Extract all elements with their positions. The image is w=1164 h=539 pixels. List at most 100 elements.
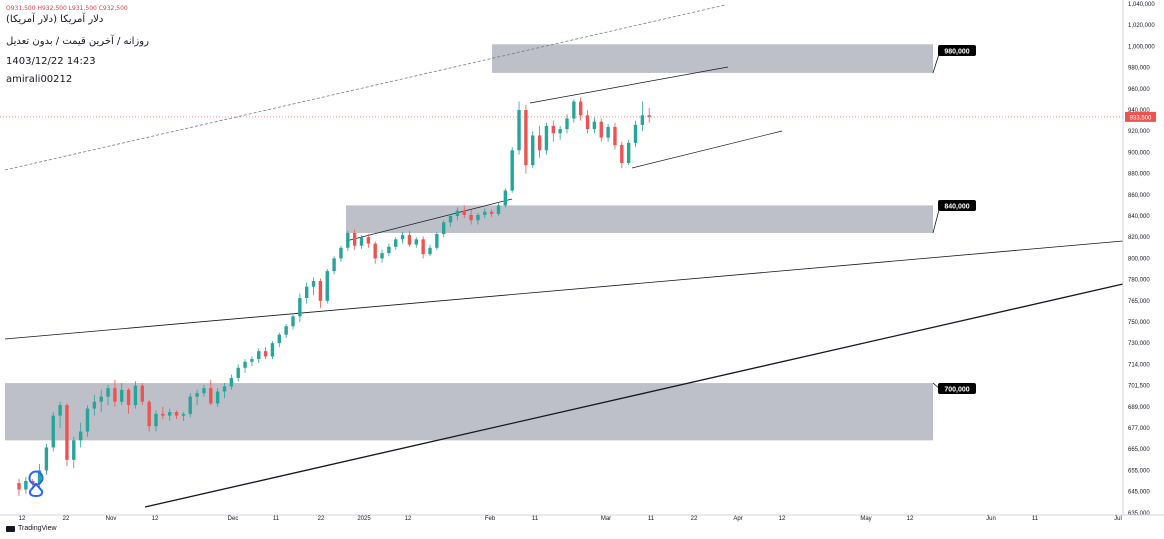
candle-body	[565, 118, 569, 130]
candle-body	[133, 385, 138, 406]
candle-body	[318, 281, 323, 301]
time-tick-label: 12	[152, 516, 159, 522]
price-tick-label: 701,500	[1128, 384, 1150, 390]
candle	[565, 114, 569, 134]
candle	[442, 220, 446, 238]
candle-body	[448, 216, 453, 223]
candle-body	[161, 413, 165, 416]
candle	[352, 229, 357, 250]
time-tick-label: 11	[273, 516, 280, 522]
candle-body	[277, 334, 281, 344]
price-tick-label: 880,000	[1128, 172, 1150, 178]
candle-body	[489, 211, 494, 214]
candle-body	[298, 297, 302, 317]
candle	[284, 324, 288, 338]
candle	[503, 188, 508, 208]
price-tick-label: 665,000	[1128, 447, 1150, 453]
time-tick-label: Dec	[228, 516, 239, 522]
time-tick-label: Jul	[1114, 516, 1122, 522]
candle	[394, 237, 398, 250]
last-price-tag-box	[1125, 111, 1156, 122]
price-zone	[492, 44, 933, 73]
candlesticks	[17, 97, 651, 496]
candle	[222, 383, 227, 399]
candle	[510, 147, 514, 193]
candle-body	[640, 115, 645, 125]
candle-body	[195, 393, 199, 397]
candle	[421, 236, 425, 259]
candle-body	[558, 129, 562, 134]
candle-body	[92, 401, 97, 409]
candle-body	[606, 126, 610, 138]
price-axis[interactable]: 635,000 645,000 655,000 665,000 677,000 689,0…	[1122, 0, 1155, 517]
candle	[613, 122, 617, 150]
candle-body	[291, 316, 295, 327]
candle	[496, 203, 501, 216]
candle-body	[106, 388, 110, 397]
candle-body	[263, 351, 268, 357]
candle-body	[257, 351, 261, 360]
price-tick-label: 780,000	[1128, 278, 1150, 284]
candle	[346, 230, 350, 251]
candle-body	[620, 144, 624, 163]
candle-body	[332, 258, 336, 272]
candle-body	[359, 237, 364, 246]
candle	[387, 243, 391, 257]
candle	[476, 212, 480, 225]
candle-body	[537, 135, 542, 151]
time-axis[interactable]: 12 22 Nov 12 Dec 11 22 2025 12 Feb 11 Mar 11 22 Apr 12 M…	[0, 514, 1164, 522]
candle	[215, 388, 220, 407]
time-tick-label: Apr	[733, 516, 742, 522]
zone-tag-box	[938, 45, 976, 56]
candle-body	[435, 234, 439, 248]
price-tick-label: 714,000	[1128, 362, 1150, 368]
candle	[78, 422, 83, 448]
candle-body	[85, 408, 90, 432]
candle-body	[599, 121, 603, 138]
time-tick-label: 2025	[357, 516, 371, 522]
candle	[133, 381, 138, 409]
candle	[483, 208, 487, 219]
candle-body	[544, 125, 549, 151]
candle-body	[113, 388, 117, 402]
price-tick-label: 655,000	[1128, 468, 1150, 474]
candle	[92, 394, 97, 416]
price-tick-label: 920,000	[1128, 129, 1150, 135]
candle	[229, 374, 234, 390]
candle-body	[44, 447, 49, 471]
candle-body	[346, 232, 350, 248]
candle	[24, 476, 28, 494]
candle	[106, 384, 110, 406]
price-zone	[346, 205, 933, 233]
price-tick-label: 635,000	[1128, 511, 1150, 517]
replay-marker-icon[interactable]	[26, 469, 46, 499]
candle	[400, 231, 405, 244]
candle-body	[633, 124, 638, 143]
candle	[291, 313, 295, 330]
candle-body	[51, 415, 55, 448]
supply-demand-zones	[5, 44, 933, 441]
candle	[531, 131, 535, 169]
candle	[257, 348, 261, 364]
candle-body	[24, 481, 28, 490]
time-tick-label: Nov	[106, 516, 117, 522]
candle-body	[387, 246, 391, 254]
price-zone	[5, 383, 933, 441]
candle	[65, 403, 69, 467]
candle-body	[551, 125, 555, 134]
candle	[250, 356, 254, 367]
upper-channel-line	[4, 4, 726, 171]
candle	[311, 277, 316, 296]
tradingview-logo[interactable]: TradingView	[6, 525, 57, 532]
long-support-line	[144, 283, 1124, 508]
candle-body	[531, 135, 535, 166]
candle-body	[469, 214, 473, 221]
candle-body	[17, 483, 21, 490]
candle-body	[65, 405, 69, 460]
candle	[154, 410, 158, 432]
candle-body	[483, 211, 487, 215]
candle	[243, 359, 247, 373]
candle	[414, 237, 418, 248]
price-tick-label: 940,000	[1128, 108, 1150, 114]
